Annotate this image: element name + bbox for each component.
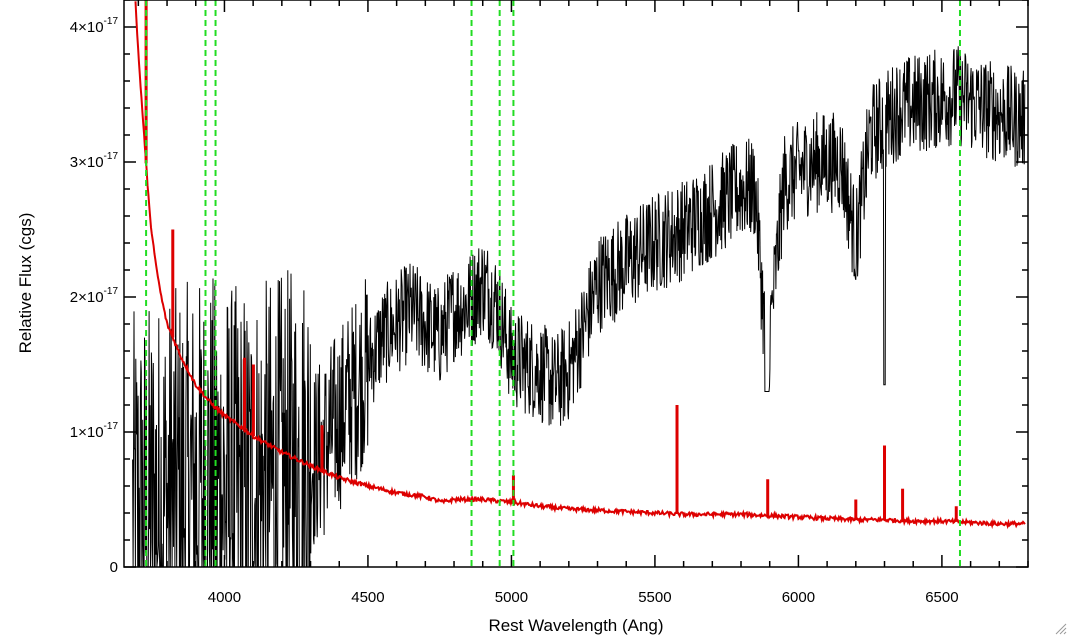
x-tick-label: 6000 (782, 589, 815, 606)
x-tick-label: 6500 (925, 589, 958, 606)
axis-ticks (124, 0, 1029, 568)
x-tick-labels: 4000 4500 5000 5500 6000 6500 (208, 589, 959, 606)
x-tick-label: 4500 (351, 589, 384, 606)
y-tick-label: 1×10-17 (70, 421, 119, 441)
y-tick-labels: 0 1×10-17 2×10-17 3×10-17 4×10-17 (70, 16, 119, 576)
plot-frame (123, 0, 1029, 568)
model-spectrum-line (134, 1, 1026, 530)
y-tick-label: 2×10-17 (70, 286, 119, 306)
x-axis-title: Rest Wavelength (Ang) (488, 616, 663, 635)
x-tick-label: 4000 (208, 589, 241, 606)
y-tick-label: 3×10-17 (70, 151, 119, 171)
x-tick-label: 5000 (495, 589, 528, 606)
y-axis-title: Relative Flux (cgs) (16, 213, 35, 354)
reference-lines-layer (145, 0, 961, 567)
x-tick-label: 5500 (638, 589, 671, 606)
observed-spectrum-line (132, 46, 1026, 568)
resize-grip-icon[interactable] (1055, 623, 1067, 635)
y-tick-label: 4×10-17 (70, 16, 119, 36)
y-tick-label: 0 (110, 559, 118, 576)
